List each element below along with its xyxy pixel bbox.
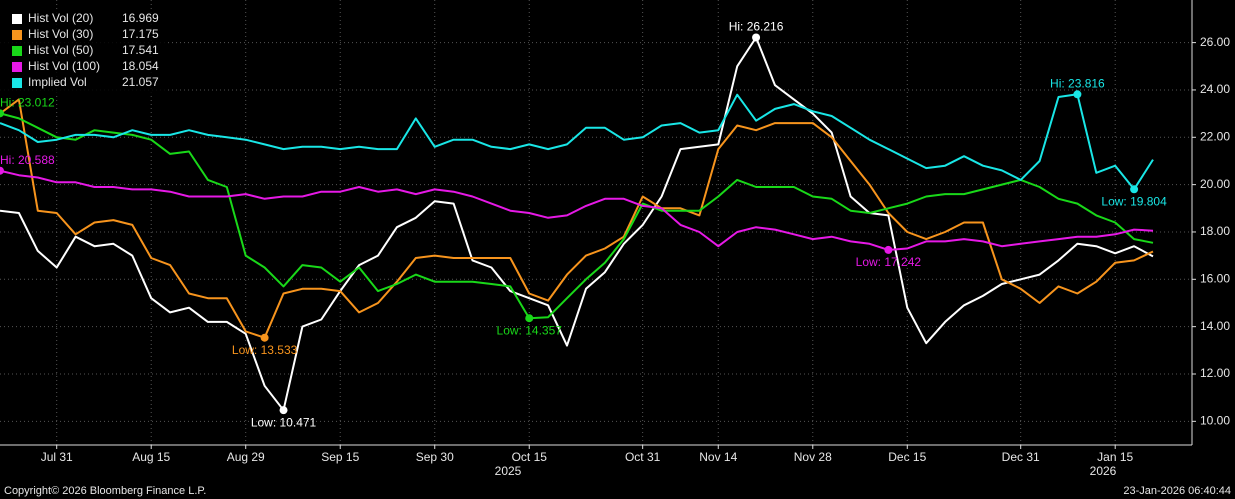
legend-label: Hist Vol (20) bbox=[28, 11, 93, 25]
x-tick-label: Jul 31 bbox=[41, 450, 73, 464]
extreme-dot bbox=[260, 333, 269, 342]
x-year-label: 2025 bbox=[495, 464, 522, 478]
y-tick-label: 22.00 bbox=[1200, 129, 1230, 143]
legend-swatch bbox=[12, 78, 22, 88]
legend-swatch bbox=[12, 30, 22, 40]
legend-value: 17.175 bbox=[122, 27, 159, 41]
extreme-dot bbox=[525, 314, 534, 323]
x-tick-label: Dec 15 bbox=[888, 450, 926, 464]
x-tick-label: Sep 15 bbox=[321, 450, 359, 464]
legend-value: 18.054 bbox=[122, 59, 159, 73]
legend-swatch bbox=[12, 62, 22, 72]
series-line bbox=[0, 36, 1154, 412]
legend-value: 21.057 bbox=[122, 75, 159, 89]
axes: 10.00 12.00 14.00 16.00 18.00 20.00 22.00 24.00… bbox=[41, 35, 1231, 478]
hi-label: Hi: 23.816 bbox=[1050, 76, 1105, 90]
hi-label: Hi: 20.588 bbox=[0, 153, 55, 167]
series-line bbox=[0, 169, 1154, 251]
x-tick-label: Oct 31 bbox=[625, 450, 661, 464]
legend-box bbox=[0, 9, 165, 93]
legend-label: Hist Vol (30) bbox=[28, 27, 93, 41]
hi-label: Hi: 23.012 bbox=[0, 96, 55, 110]
x-tick-label: Dec 31 bbox=[1002, 450, 1040, 464]
legend-swatch bbox=[12, 46, 22, 56]
annotations: Hi: 26.216 Low: 10.471 Low: 13.533 Hi: 23.0… bbox=[0, 20, 1167, 429]
x-tick-label: Aug 29 bbox=[227, 450, 265, 464]
low-label: Low: 14.357 bbox=[497, 323, 563, 337]
extreme-dot bbox=[884, 245, 893, 254]
y-tick-label: 14.00 bbox=[1200, 319, 1230, 333]
footer-right: 23-Jan-2026 06:40:44 bbox=[1123, 485, 1231, 497]
y-tick-label: 26.00 bbox=[1200, 35, 1230, 49]
legend-label: Hist Vol (100) bbox=[28, 59, 100, 73]
low-label: Low: 19.804 bbox=[1101, 194, 1167, 208]
footer-left: Copyright© 2026 Bloomberg Finance L.P. bbox=[4, 485, 206, 497]
y-tick-label: 16.00 bbox=[1200, 271, 1230, 285]
y-tick-label: 24.00 bbox=[1200, 82, 1230, 96]
extreme-dot bbox=[1073, 90, 1082, 99]
series-line bbox=[0, 93, 1154, 191]
legend: Hist Vol (20) 16.969 Hist Vol (30) 17.175 Hi… bbox=[0, 9, 165, 93]
x-tick-label: Aug 15 bbox=[132, 450, 170, 464]
extreme-dot bbox=[279, 406, 288, 415]
x-tick-label: Jan 15 bbox=[1097, 450, 1133, 464]
y-tick-label: 12.00 bbox=[1200, 366, 1230, 380]
y-tick-label: 10.00 bbox=[1200, 414, 1230, 428]
legend-label: Hist Vol (50) bbox=[28, 43, 93, 57]
extreme-dot bbox=[1130, 185, 1139, 194]
legend-label: Implied Vol bbox=[28, 75, 87, 89]
legend-value: 16.969 bbox=[122, 11, 159, 25]
series-line bbox=[0, 98, 1154, 339]
low-label: Low: 10.471 bbox=[251, 415, 317, 429]
y-tick-label: 20.00 bbox=[1200, 177, 1230, 191]
x-tick-label: Sep 30 bbox=[416, 450, 454, 464]
extreme-dot bbox=[0, 166, 4, 175]
legend-swatch bbox=[12, 14, 22, 24]
x-tick-label: Oct 15 bbox=[512, 450, 548, 464]
hi-label: Hi: 26.216 bbox=[729, 20, 784, 34]
legend-value: 17.541 bbox=[122, 43, 159, 57]
x-tick-label: Nov 28 bbox=[794, 450, 832, 464]
x-tick-label: Nov 14 bbox=[699, 450, 737, 464]
x-year-label: 2026 bbox=[1090, 464, 1117, 478]
low-label: Low: 13.533 bbox=[232, 343, 298, 357]
y-tick-label: 18.00 bbox=[1200, 224, 1230, 238]
series-line bbox=[0, 112, 1154, 320]
extreme-dot bbox=[0, 109, 4, 118]
lines bbox=[0, 36, 1154, 412]
low-label: Low: 17.242 bbox=[856, 255, 922, 269]
extreme-dot bbox=[752, 33, 761, 42]
